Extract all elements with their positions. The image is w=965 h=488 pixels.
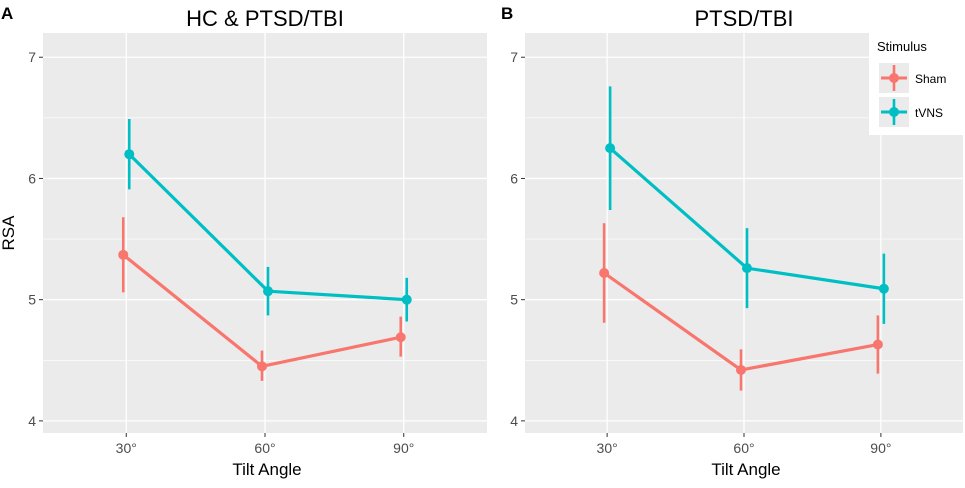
y-tick-label: 4 — [28, 413, 36, 429]
legend-label: Sham — [915, 72, 946, 86]
data-point — [257, 361, 267, 372]
series-tvns — [605, 86, 889, 324]
panel-b: 4 5 6 7 30° 60° 90° B PTSD/TBI Tilt Angle Stimulus… — [501, 4, 965, 479]
x-tick-label: 30° — [597, 440, 618, 456]
x-tick-label: 90° — [870, 440, 891, 456]
x-tick-label: 90° — [393, 440, 414, 456]
y-tick-label: 6 — [28, 170, 36, 186]
x-tick-label: 60° — [733, 440, 754, 456]
y-tick-label: 6 — [510, 170, 518, 186]
legend-key-point — [889, 107, 899, 117]
x-tick-label: 30° — [116, 440, 137, 456]
series-sham — [599, 223, 883, 391]
legend: Stimulus Sham tVNS — [869, 33, 965, 135]
y-tick-label: 7 — [510, 49, 518, 65]
y-tick-label: 5 — [28, 292, 36, 308]
data-point — [124, 149, 135, 160]
data-point — [878, 283, 889, 294]
chart-title: PTSD/TBI — [694, 6, 793, 31]
data-point — [263, 286, 273, 297]
legend-key-point — [889, 73, 899, 83]
data-point — [395, 332, 406, 343]
x-axis-label: Tilt Angle — [711, 460, 780, 479]
y-tick-label: 5 — [510, 292, 518, 308]
y-tick-label: 7 — [28, 49, 36, 65]
data-point — [118, 249, 129, 260]
series-sham — [118, 217, 406, 381]
x-tick-label: 60° — [254, 440, 275, 456]
y-tick-label: 4 — [510, 413, 518, 429]
legend-key-sham — [879, 63, 909, 93]
panel-letter: A — [1, 4, 13, 23]
y-axis-label: RSA — [0, 215, 18, 251]
panel-letter: B — [501, 4, 513, 23]
x-axis-label: Tilt Angle — [232, 460, 301, 479]
data-point — [736, 364, 746, 375]
data-point — [872, 339, 883, 350]
data-point — [599, 268, 610, 278]
series-tvns — [124, 119, 412, 322]
panel-a: 4 5 6 7 30° 60° 90° A HC & PTSD/TBI Tilt Angle RSA — [0, 4, 487, 479]
legend-key-tvns — [879, 97, 909, 127]
chart-title: HC & PTSD/TBI — [186, 6, 344, 31]
data-point — [605, 143, 616, 154]
legend-label: tVNS — [915, 106, 943, 120]
data-point — [401, 294, 412, 305]
legend-title: Stimulus — [877, 39, 927, 54]
data-point — [742, 263, 752, 274]
